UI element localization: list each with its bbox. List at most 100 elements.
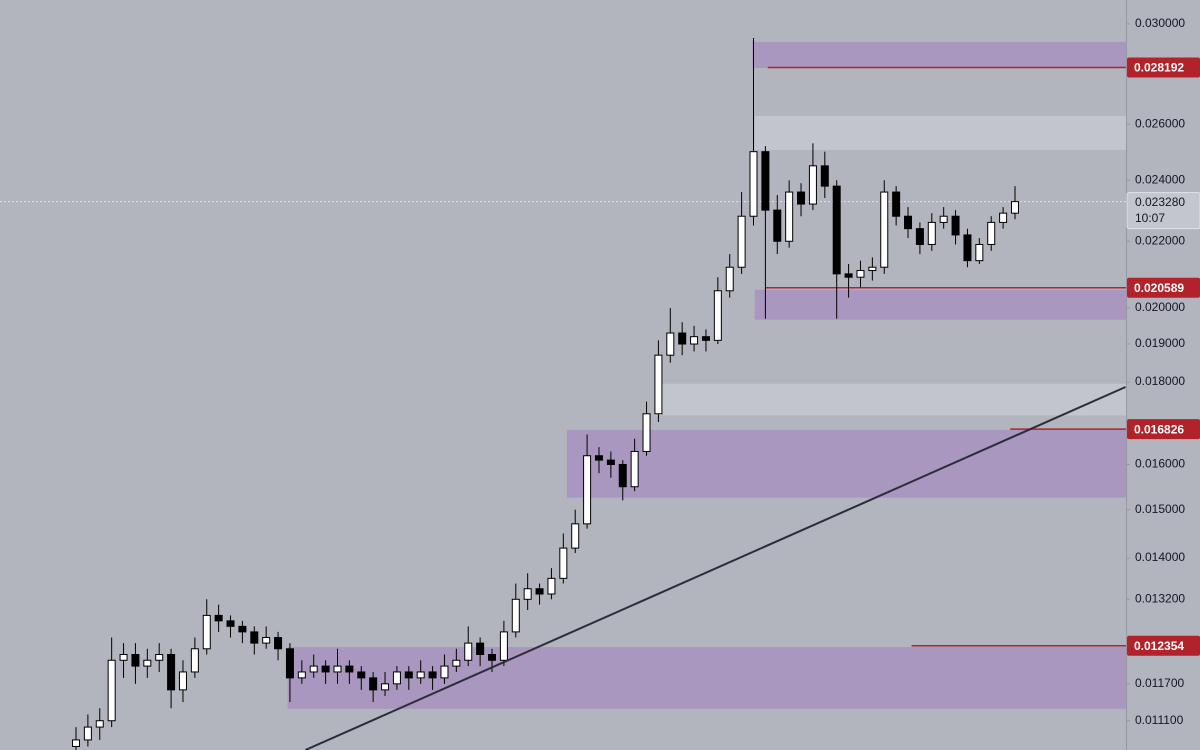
candle-body bbox=[892, 191, 901, 217]
candle-body bbox=[297, 671, 306, 679]
trendline bbox=[304, 386, 1126, 750]
candle-body bbox=[963, 234, 972, 262]
candle-body bbox=[321, 665, 330, 673]
zone bbox=[287, 647, 1126, 709]
candle-body bbox=[214, 614, 223, 622]
candle-body bbox=[559, 547, 568, 579]
candle-body bbox=[583, 455, 592, 525]
candle-body bbox=[476, 642, 485, 656]
zone bbox=[752, 41, 1126, 68]
price-label: 0.028192 bbox=[1134, 61, 1184, 75]
candle-body bbox=[202, 614, 211, 650]
zone bbox=[754, 115, 1126, 150]
y-tick-label: 0.015000 bbox=[1135, 502, 1185, 516]
candle-body bbox=[761, 151, 770, 211]
candle-body bbox=[285, 648, 294, 679]
price-label: 0.012354 bbox=[1134, 639, 1184, 653]
candle-body bbox=[250, 631, 259, 644]
last-price-label: 0.023280 bbox=[1135, 195, 1185, 209]
price-label: 0.020589 bbox=[1134, 281, 1184, 295]
zone bbox=[566, 429, 1126, 498]
y-tick-label: 0.019000 bbox=[1135, 336, 1185, 350]
candle-body bbox=[594, 455, 603, 461]
candle-body bbox=[690, 336, 699, 345]
candle-body bbox=[701, 336, 710, 341]
candle-body bbox=[416, 671, 425, 679]
candle-body bbox=[357, 671, 366, 679]
countdown: 10:07 bbox=[1135, 211, 1165, 225]
candle-body bbox=[868, 266, 877, 272]
candle-body bbox=[226, 620, 235, 627]
y-tick-label: 0.011100 bbox=[1135, 713, 1184, 727]
candle-body bbox=[987, 221, 996, 245]
y-tick-label: 0.020000 bbox=[1135, 300, 1185, 314]
candle-body bbox=[606, 459, 615, 465]
candle-body bbox=[440, 665, 449, 679]
price-label-box bbox=[1127, 635, 1200, 656]
candle-body bbox=[725, 266, 734, 292]
candle-body bbox=[773, 209, 782, 242]
candle-body bbox=[107, 659, 116, 722]
y-tick-label: 0.030000 bbox=[1135, 16, 1185, 30]
candle-body bbox=[523, 588, 532, 600]
candle-body bbox=[797, 191, 806, 205]
candle-body bbox=[95, 720, 104, 728]
candle-body bbox=[808, 165, 817, 205]
candle-body bbox=[749, 151, 758, 217]
price-label-box bbox=[1127, 57, 1200, 78]
price-label: 0.016826 bbox=[1134, 422, 1184, 436]
y-tick-label: 0.018000 bbox=[1135, 374, 1185, 388]
zone bbox=[654, 383, 1126, 416]
candle-body bbox=[369, 677, 378, 691]
candle-body bbox=[1010, 201, 1019, 214]
candle-body bbox=[939, 215, 948, 223]
y-tick-label: 0.022000 bbox=[1135, 233, 1185, 247]
candle-body bbox=[83, 726, 92, 741]
candle-body bbox=[452, 659, 461, 667]
candle-body bbox=[618, 463, 627, 488]
candle-body bbox=[927, 221, 936, 245]
candle-body bbox=[178, 671, 187, 691]
candle-body bbox=[844, 273, 853, 278]
candle-body bbox=[654, 354, 663, 415]
candle-body bbox=[155, 654, 164, 661]
zone bbox=[754, 289, 1126, 320]
candle-body bbox=[678, 332, 687, 345]
y-tick-label: 0.011700 bbox=[1135, 676, 1184, 690]
price-label-box bbox=[1127, 277, 1200, 298]
price-label-box bbox=[1127, 419, 1200, 440]
y-tick-label: 0.026000 bbox=[1135, 116, 1185, 130]
candle-body bbox=[904, 215, 913, 230]
candle-body bbox=[262, 636, 271, 644]
candle-body bbox=[511, 598, 520, 633]
candle-body bbox=[951, 215, 960, 236]
candle-body bbox=[131, 654, 140, 667]
candle-body bbox=[345, 665, 354, 673]
candle-body bbox=[428, 671, 437, 679]
candle-body bbox=[547, 577, 556, 595]
candle-body bbox=[999, 212, 1008, 223]
candle-body bbox=[167, 654, 176, 691]
candle-body bbox=[737, 215, 746, 268]
y-tick-label: 0.016000 bbox=[1135, 457, 1185, 471]
candle-body bbox=[404, 671, 413, 679]
y-tick-label: 0.024000 bbox=[1135, 172, 1185, 186]
candle-body bbox=[915, 228, 924, 245]
candle-body bbox=[72, 739, 80, 747]
y-tick-label: 0.013200 bbox=[1135, 591, 1185, 605]
candle-body bbox=[880, 191, 889, 268]
candle-body bbox=[713, 290, 722, 341]
candle-body bbox=[190, 648, 199, 673]
candle-body bbox=[666, 332, 675, 356]
candle-body bbox=[274, 636, 283, 650]
candle-body bbox=[238, 625, 247, 633]
candle-body bbox=[642, 413, 651, 452]
price-axis bbox=[1126, 0, 1200, 750]
candle-body bbox=[464, 642, 473, 661]
candle-body bbox=[333, 665, 342, 673]
candle-body bbox=[856, 270, 865, 278]
candle-body bbox=[820, 165, 829, 187]
